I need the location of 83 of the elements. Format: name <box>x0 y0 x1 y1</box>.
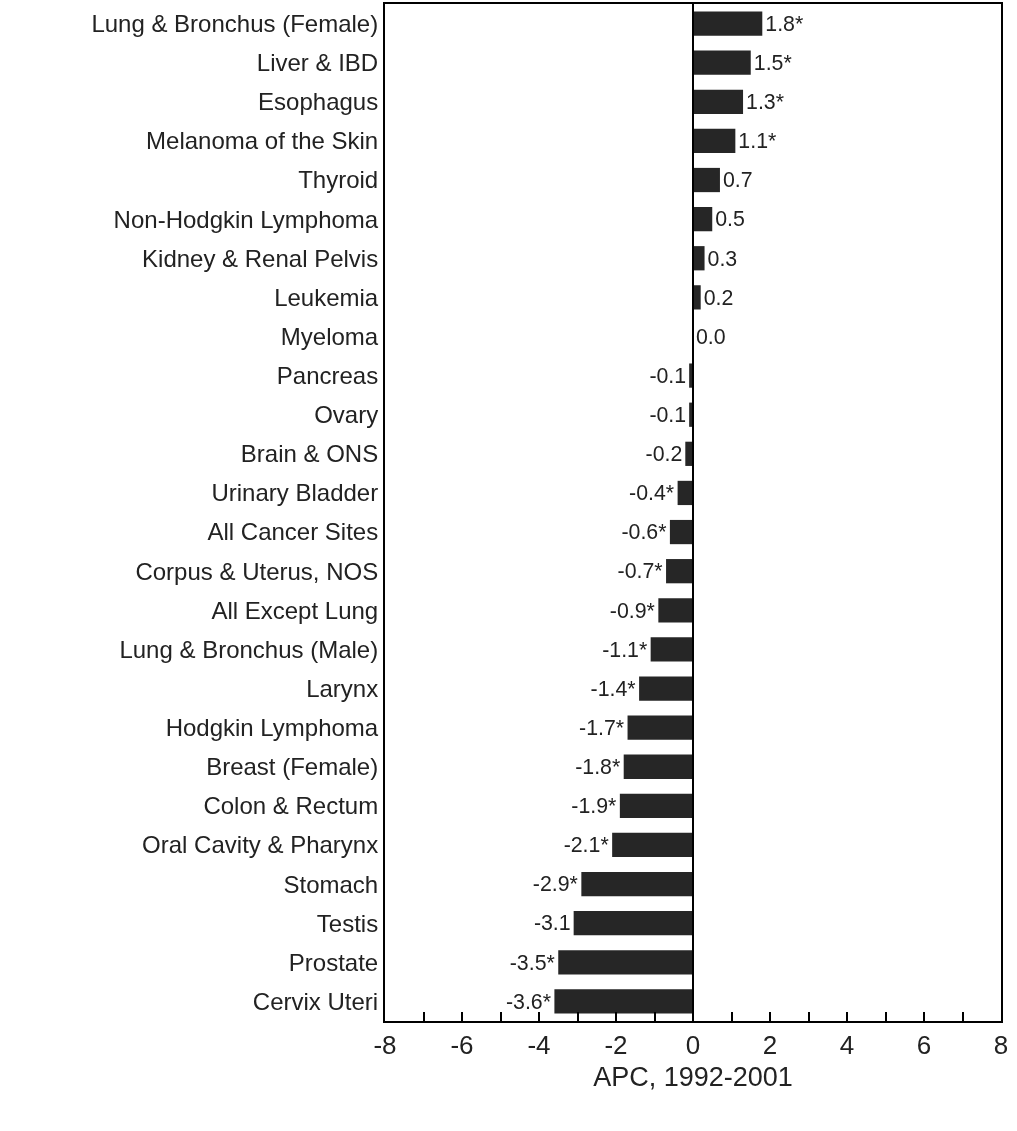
bar <box>693 11 763 36</box>
x-tick-label: -4 <box>527 1030 551 1061</box>
y-tick-label: Melanoma of the Skin <box>146 127 379 155</box>
data-label: -1.8* <box>575 755 621 780</box>
bar <box>650 637 693 662</box>
bar <box>619 793 693 818</box>
y-tick-label: Urinary Bladder <box>211 479 379 507</box>
y-tick-label: Colon & Rectum <box>203 792 379 820</box>
y-tick-label: Ovary <box>314 401 379 429</box>
bar <box>623 754 693 779</box>
data-label: -0.4* <box>629 481 675 506</box>
bar <box>666 559 693 584</box>
data-label: -1.4* <box>590 676 636 701</box>
bar <box>677 480 693 506</box>
y-tick-label: Cervix Uteri <box>252 987 379 1015</box>
data-label: -2.1* <box>563 833 609 858</box>
bar <box>693 50 751 75</box>
y-tick-label: All Except Lung <box>211 596 379 624</box>
x-tick-label: 8 <box>993 1030 1009 1061</box>
data-label: -1.1* <box>602 637 648 662</box>
data-label: -0.1 <box>649 363 687 388</box>
y-tick-label: Hodgkin Lymphoma <box>165 714 379 742</box>
bar <box>581 871 693 897</box>
y-tick-label: Non-Hodgkin Lymphoma <box>113 205 379 233</box>
bar <box>612 832 693 858</box>
bar <box>693 89 744 114</box>
data-label: 1.3* <box>746 90 785 115</box>
y-tick-label: Myeloma <box>280 322 379 350</box>
data-label: 1.1* <box>738 129 777 154</box>
y-tick-label: Esophagus <box>258 88 379 116</box>
bar <box>558 950 693 975</box>
x-tick-label: 0 <box>685 1030 701 1061</box>
data-label: -0.9* <box>609 598 655 623</box>
x-tick-label: 4 <box>839 1030 855 1061</box>
y-tick-label: Prostate <box>288 948 379 976</box>
y-tick-label: Lung & Bronchus (Male) <box>119 635 379 663</box>
data-label: 0.0 <box>696 324 726 349</box>
x-tick-label: -8 <box>373 1030 397 1061</box>
bar <box>693 167 720 193</box>
y-tick-label: All Cancer Sites <box>207 518 379 546</box>
data-label: -2.9* <box>532 872 578 897</box>
y-tick-label: Lung & Bronchus (Female) <box>91 9 379 37</box>
y-tick-label: Larynx <box>306 674 379 702</box>
y-tick-label: Brain & ONS <box>240 440 379 468</box>
data-label: 0.5 <box>715 207 745 232</box>
bar <box>669 519 693 545</box>
y-tick-label: Corpus & Uterus, NOS <box>135 557 379 585</box>
bar <box>693 246 705 271</box>
y-tick-label: Kidney & Renal Pelvis <box>142 244 379 272</box>
y-tick-label: Breast (Female) <box>206 753 379 781</box>
data-label: 0.3 <box>707 246 738 271</box>
data-label: 0.2 <box>703 285 734 310</box>
data-label: -0.2 <box>645 442 683 467</box>
bar <box>627 715 693 740</box>
data-label: -1.7* <box>579 715 625 740</box>
data-label: -1.9* <box>571 794 617 819</box>
bar <box>573 911 693 936</box>
data-label: 0.7 <box>722 168 753 193</box>
bar <box>693 207 713 232</box>
bar <box>554 989 693 1014</box>
data-label: -3.1 <box>533 911 571 936</box>
data-label: 1.8* <box>765 11 804 36</box>
y-tick-label: Oral Cavity & Pharynx <box>142 831 379 859</box>
data-label: 1.5* <box>753 50 792 75</box>
y-tick-label: Testis <box>316 909 379 937</box>
bar <box>658 598 693 623</box>
x-tick-label: -2 <box>604 1030 628 1061</box>
x-axis-title: APC, 1992-2001 <box>593 1062 793 1093</box>
y-tick-label: Pancreas <box>276 362 379 389</box>
x-tick-label: 2 <box>762 1030 778 1061</box>
x-tick-label: -6 <box>450 1030 474 1061</box>
y-tick-label: Thyroid <box>298 166 379 194</box>
y-tick-label: Leukemia <box>274 283 379 311</box>
bar <box>639 676 693 701</box>
x-tick-label: 6 <box>916 1030 932 1061</box>
data-label: -0.6* <box>621 520 667 545</box>
data-label: -3.5* <box>509 950 555 975</box>
data-label: -3.6* <box>505 989 551 1014</box>
data-label: -0.1 <box>649 402 687 427</box>
bar <box>693 128 736 154</box>
data-label: -0.7* <box>617 559 663 584</box>
y-tick-label: Stomach <box>283 870 379 898</box>
y-tick-label: Liver & IBD <box>256 49 379 77</box>
